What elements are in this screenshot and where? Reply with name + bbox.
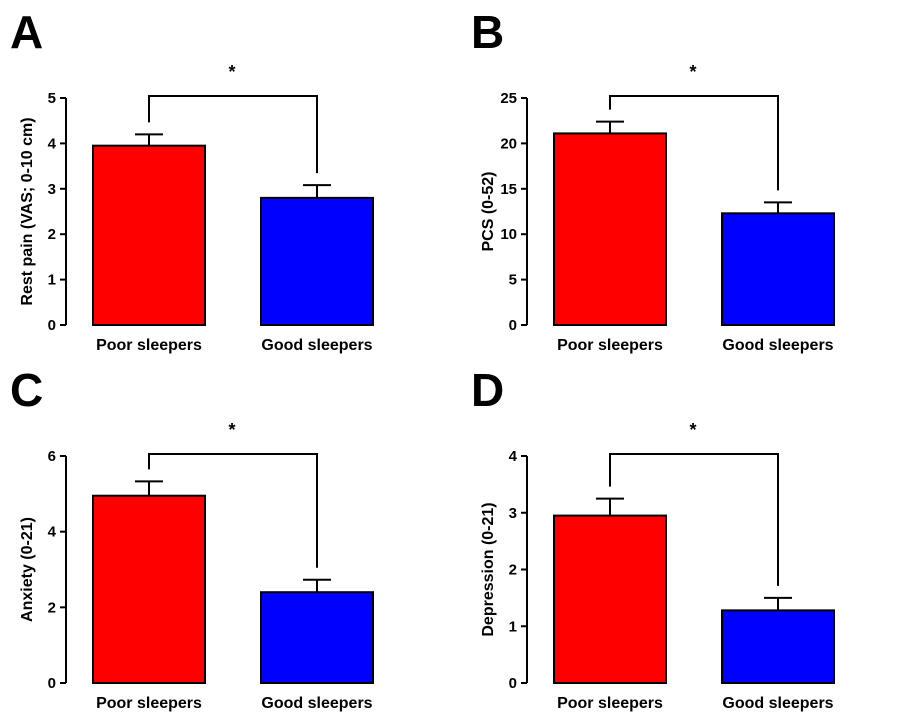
significance-marker: * [228, 420, 235, 440]
y-tick-label: 0 [48, 317, 56, 334]
category-label: Good sleepers [722, 337, 833, 354]
bar [92, 494, 206, 684]
y-tick-label: 2 [509, 562, 517, 579]
y-tick-label: 3 [509, 505, 517, 522]
y-axis-label: Rest pain (VAS; 0-10 cm) [19, 117, 36, 305]
significance-bracket [148, 453, 318, 568]
panel-letter: D [471, 364, 504, 416]
chart-panel-a: A 0 1 2 3 4 5 Rest pain (VAS; 0-10 cm) Poor slee… [0, 0, 461, 357]
y-tick-label: 1 [48, 272, 56, 289]
significance-bracket [609, 95, 779, 191]
bar [92, 144, 206, 326]
y-axis-label: PCS (0-52) [480, 171, 497, 251]
y-axis-label: Depression (0-21) [480, 502, 497, 636]
category-label: Good sleepers [722, 695, 833, 712]
y-tick-label: 4 [509, 448, 518, 465]
y-tick-label: 5 [48, 90, 56, 107]
chart-panel-b: B 0 5 10 15 20 25 PCS (0-52) Poor sleepers Good s… [461, 0, 922, 357]
bar [260, 591, 374, 684]
y-tick-label: 25 [500, 90, 517, 107]
y-tick-label: 1 [509, 618, 517, 635]
y-tick-label: 5 [509, 272, 517, 289]
panel-letter: C [10, 364, 43, 416]
category-label: Poor sleepers [96, 337, 202, 354]
y-tick-label: 10 [500, 226, 517, 243]
category-label: Poor sleepers [557, 695, 663, 712]
chart-panel-d: D 0 1 2 3 4 Depression (0-21) Poor sleepers Good… [461, 358, 922, 715]
y-tick-label: 0 [509, 317, 517, 334]
significance-marker: * [689, 420, 696, 440]
chart-svg: B 0 5 10 15 20 25 PCS (0-52) Poor sleepers Good s… [471, 6, 835, 354]
y-tick-label: 0 [509, 675, 517, 692]
bar [721, 212, 835, 326]
y-tick-label: 6 [48, 448, 56, 465]
y-tick-label: 2 [48, 226, 56, 243]
category-label: Good sleepers [261, 337, 372, 354]
bar [553, 514, 667, 684]
significance-marker: * [689, 62, 696, 82]
y-tick-label: 4 [48, 135, 57, 152]
y-tick-label: 3 [48, 181, 56, 198]
y-axis-label: Anxiety (0-21) [19, 517, 36, 622]
panel-letter: B [471, 6, 504, 58]
y-tick-label: 2 [48, 599, 56, 616]
chart-svg: D 0 1 2 3 4 Depression (0-21) Poor sleepers Good… [471, 364, 835, 712]
bar [553, 132, 667, 326]
bar [721, 609, 835, 684]
significance-marker: * [228, 62, 235, 82]
chart-svg: C 0 2 4 6 Anxiety (0-21) Poor sleepers Good sle… [10, 364, 374, 712]
significance-bracket [148, 95, 318, 174]
chart-panel-c: C 0 2 4 6 Anxiety (0-21) Poor sleepers Good sle… [0, 358, 461, 715]
y-tick-label: 15 [500, 181, 517, 198]
category-label: Poor sleepers [96, 695, 202, 712]
chart-svg: A 0 1 2 3 4 5 Rest pain (VAS; 0-10 cm) Poor slee… [10, 6, 374, 354]
panel-letter: A [10, 6, 43, 58]
significance-bracket [609, 453, 779, 586]
y-tick-label: 0 [48, 675, 56, 692]
category-label: Good sleepers [261, 695, 372, 712]
y-tick-label: 4 [48, 524, 57, 541]
y-tick-label: 20 [500, 135, 517, 152]
bar [260, 196, 374, 327]
category-label: Poor sleepers [557, 337, 663, 354]
